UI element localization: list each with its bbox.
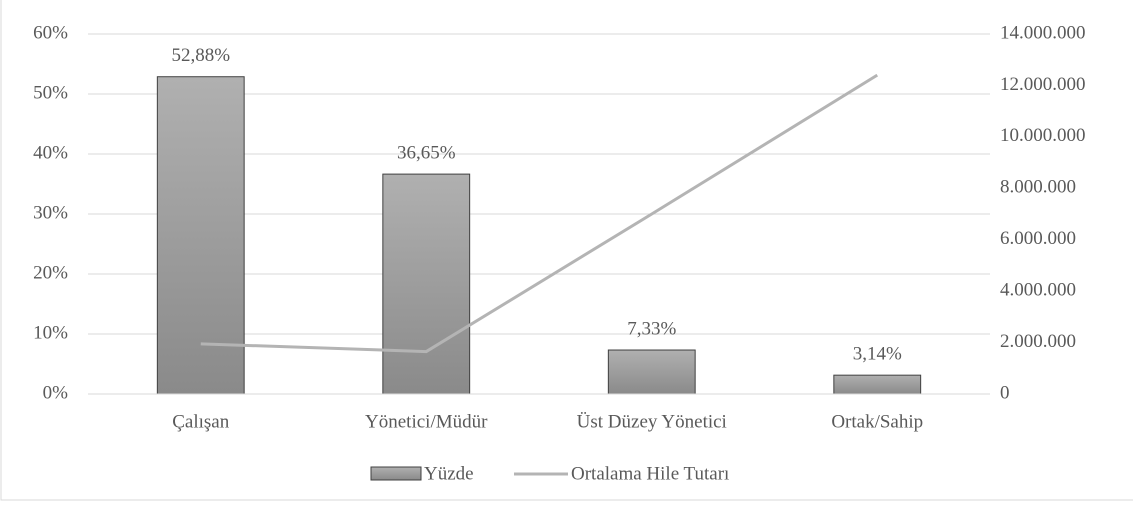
legend-swatch <box>370 466 422 481</box>
x-tick-label: Yönetici/Müdür <box>365 411 488 432</box>
y-tick-label: 20% <box>33 262 68 283</box>
bar <box>833 374 922 395</box>
bar <box>156 76 245 395</box>
y-tick-label: 60% <box>33 22 68 43</box>
y2-tick-label: 6.000.000 <box>1000 228 1076 249</box>
bar <box>382 173 471 395</box>
y-tick-label: 30% <box>33 202 68 223</box>
y2-tick-label: 10.000.000 <box>1000 125 1086 146</box>
y2-tick-label: 14.000.000 <box>1000 22 1086 43</box>
y-tick-label: 10% <box>33 322 68 343</box>
line <box>200 73 879 354</box>
y2-tick-label: 4.000.000 <box>1000 280 1076 301</box>
x-tick-label: Üst Düzey Yönetici <box>577 411 727 432</box>
x-tick-label: Çalışan <box>172 411 229 432</box>
y2-tick-label: 12.000.000 <box>1000 74 1086 95</box>
y2-tick-label: 0 <box>1000 382 1010 403</box>
x-tick-label: Ortak/Sahip <box>831 411 923 432</box>
data-label: 52,88% <box>171 45 230 66</box>
data-label: 3,14% <box>853 344 902 365</box>
bar <box>607 349 696 395</box>
data-label: 7,33% <box>627 318 676 339</box>
y2-tick-label: 2.000.000 <box>1000 331 1076 352</box>
data-label: 36,65% <box>397 142 456 163</box>
legend-label: Ortalama Hile Tutarı <box>571 463 729 484</box>
y-tick-label: 40% <box>33 142 68 163</box>
y2-tick-label: 8.000.000 <box>1000 177 1076 198</box>
legend-label: Yüzde <box>424 463 474 484</box>
y-tick-label: 0% <box>43 382 69 403</box>
y-tick-label: 50% <box>33 82 68 103</box>
